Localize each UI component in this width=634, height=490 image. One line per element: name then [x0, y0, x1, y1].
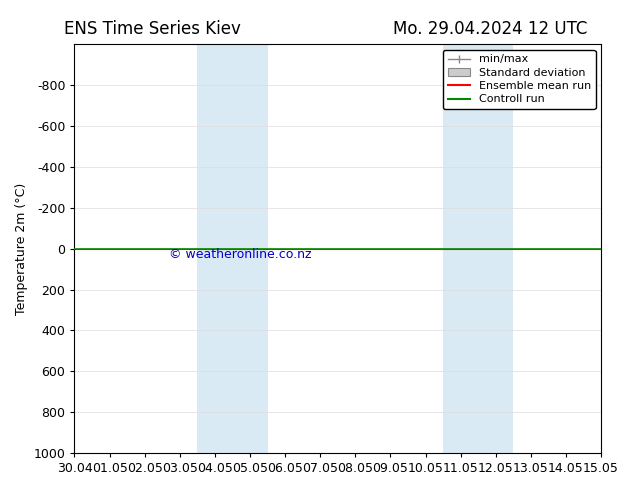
Text: ENS Time Series Kiev: ENS Time Series Kiev: [64, 20, 241, 38]
Text: Mo. 29.04.2024 12 UTC: Mo. 29.04.2024 12 UTC: [393, 20, 588, 38]
Legend: min/max, Standard deviation, Ensemble mean run, Controll run: min/max, Standard deviation, Ensemble me…: [443, 50, 595, 109]
Y-axis label: Temperature 2m (°C): Temperature 2m (°C): [15, 183, 28, 315]
Bar: [197, 45, 268, 453]
Bar: [443, 45, 514, 453]
Text: © weatheronline.co.nz: © weatheronline.co.nz: [169, 248, 312, 261]
Title: ENS Time Series Kiev      Mo. 29.04.2024 12 UTC: ENS Time Series Kiev Mo. 29.04.2024 12 U…: [0, 489, 1, 490]
